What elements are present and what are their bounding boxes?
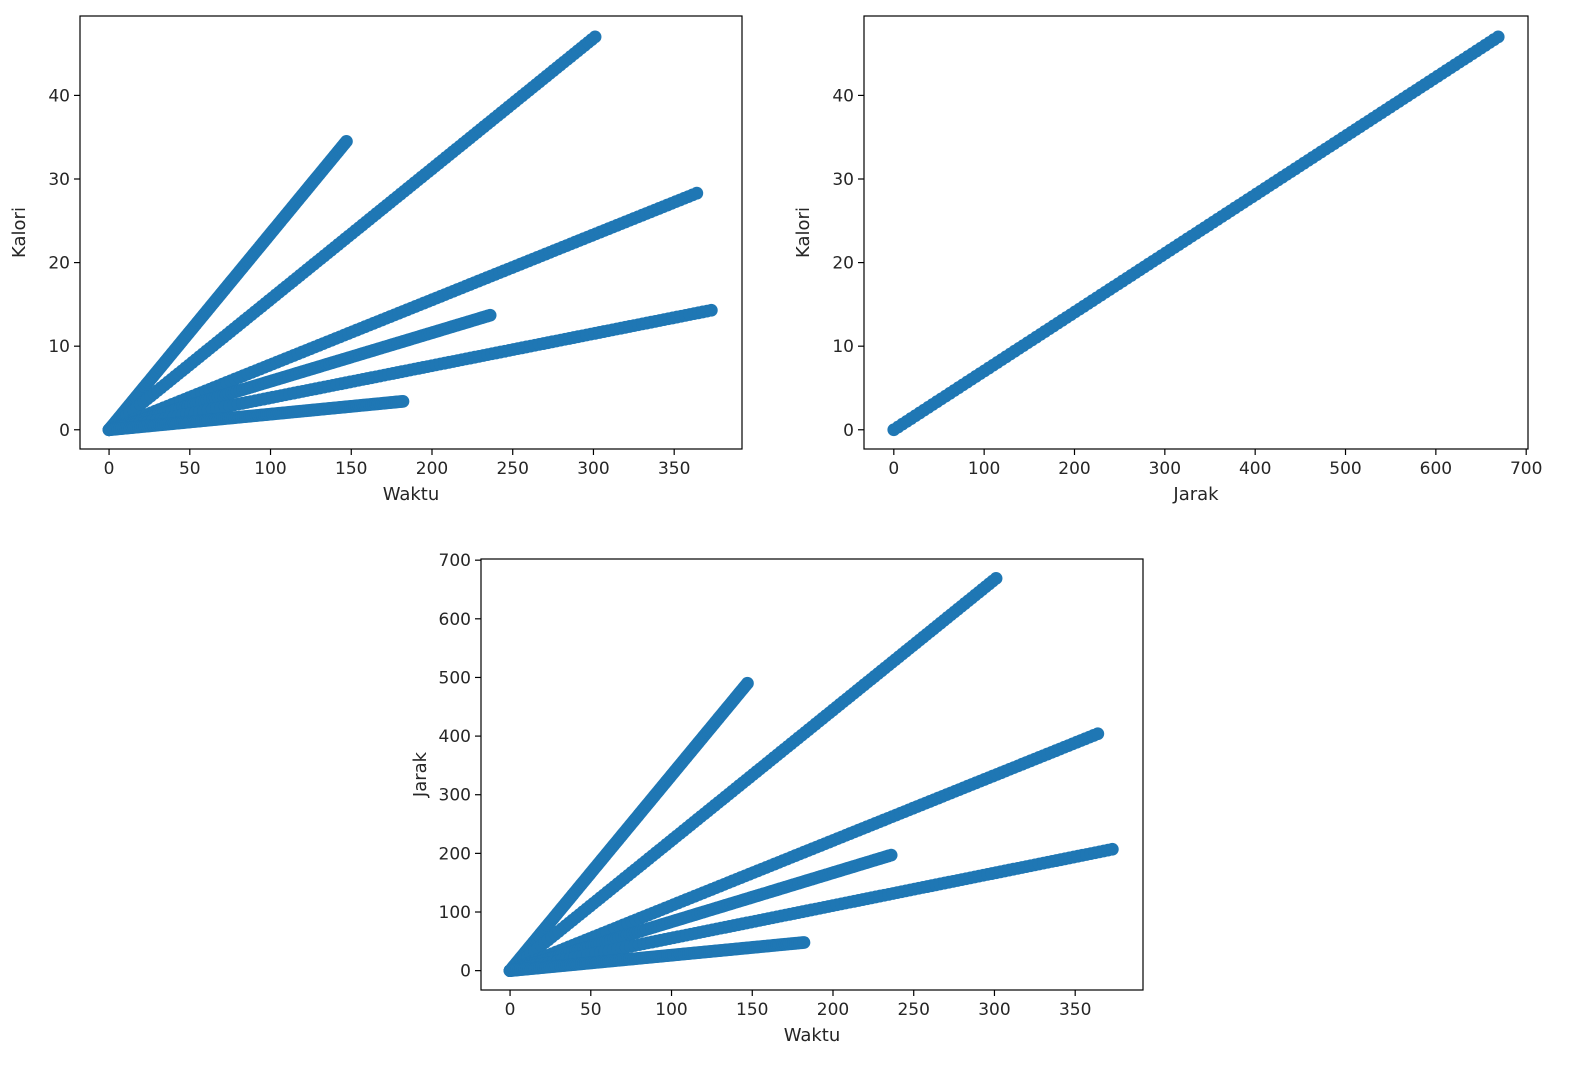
data-point — [797, 936, 811, 949]
data-point — [989, 571, 1003, 585]
data-point — [588, 30, 602, 44]
chart-kalori-vs-jarak: 0 100 200 300 400 500 600 700 0 10 20 30 40 Jarak Kalo… — [793, 15, 1542, 505]
y-tick-label: 200 — [439, 844, 471, 864]
points — [102, 30, 718, 437]
data-point — [396, 394, 410, 408]
x-tick-label: 300 — [577, 459, 609, 479]
x-tick-label: 150 — [335, 459, 367, 479]
data-point — [1105, 842, 1119, 856]
x-tick-label: 200 — [1058, 459, 1090, 479]
y-tick-label: 0 — [460, 962, 471, 982]
x-tick-label: 400 — [1239, 459, 1271, 479]
x-axis-label: Waktu — [784, 1025, 841, 1046]
y-axis-label: Kalori — [793, 207, 814, 258]
data-point — [704, 303, 718, 317]
data-point — [340, 134, 353, 148]
x-tick-label: 250 — [897, 1000, 929, 1020]
x-tick-label: 200 — [416, 459, 448, 479]
chart-jarak-vs-waktu: 0 50 100 150 200 250 300 350 0 100 200 300 400 500 600… — [410, 551, 1144, 1046]
y-tick-label: 0 — [59, 421, 70, 441]
y-tick-label: 20 — [48, 254, 70, 274]
x-tick-label: 300 — [978, 1000, 1010, 1020]
plot-frame — [863, 15, 1529, 450]
data-point — [483, 308, 497, 322]
y-tick-label: 700 — [439, 551, 471, 571]
y-tick-label: 30 — [832, 170, 854, 190]
y-tick-label: 600 — [439, 610, 471, 630]
y-tick-label: 30 — [48, 170, 70, 190]
x-tick-label: 700 — [1510, 459, 1542, 479]
data-point — [741, 676, 754, 690]
data-point — [1091, 727, 1105, 741]
x-tick-label: 100 — [968, 459, 1000, 479]
data-point — [884, 848, 898, 862]
x-tick-label: 350 — [1059, 1000, 1091, 1020]
x-tick-label: 50 — [580, 1000, 602, 1020]
x-tick-label: 0 — [888, 459, 899, 479]
points — [503, 571, 1119, 978]
y-axis-label: Kalori — [9, 207, 30, 258]
chart-kalori-vs-waktu: 0 50 100 150 200 250 300 350 0 10 20 30 40 Waktu Kalor… — [9, 15, 743, 505]
x-tick-label: 150 — [736, 1000, 768, 1020]
x-tick-label: 350 — [658, 459, 690, 479]
y-tick-label: 0 — [843, 421, 854, 441]
y-tick-label: 10 — [832, 337, 854, 357]
x-tick-label: 0 — [104, 459, 115, 479]
y-tick-label: 40 — [832, 86, 854, 106]
x-tick-label: 600 — [1420, 459, 1452, 479]
y-tick-label: 100 — [439, 903, 471, 923]
y-tick-label: 400 — [439, 727, 471, 747]
x-axis-label: Jarak — [1172, 484, 1219, 505]
x-tick-label: 50 — [179, 459, 201, 479]
y-tick-label: 40 — [48, 86, 70, 106]
x-tick-label: 100 — [655, 1000, 687, 1020]
plot-frame — [480, 558, 1144, 991]
y-tick-label: 20 — [832, 254, 854, 274]
x-tick-label: 200 — [817, 1000, 849, 1020]
x-axis-label: Waktu — [383, 484, 440, 505]
plot-frame — [79, 15, 743, 450]
data-point — [690, 186, 704, 200]
y-tick-label: 500 — [439, 668, 471, 688]
y-axis-label: Jarak — [410, 751, 431, 798]
x-tick-label: 500 — [1329, 459, 1361, 479]
y-tick-label: 10 — [48, 337, 70, 357]
points — [887, 30, 1505, 437]
x-tick-label: 250 — [496, 459, 528, 479]
x-tick-label: 300 — [1149, 459, 1181, 479]
data-point — [1491, 30, 1505, 44]
x-tick-label: 0 — [505, 1000, 516, 1020]
x-tick-label: 100 — [254, 459, 286, 479]
y-tick-label: 300 — [439, 786, 471, 806]
